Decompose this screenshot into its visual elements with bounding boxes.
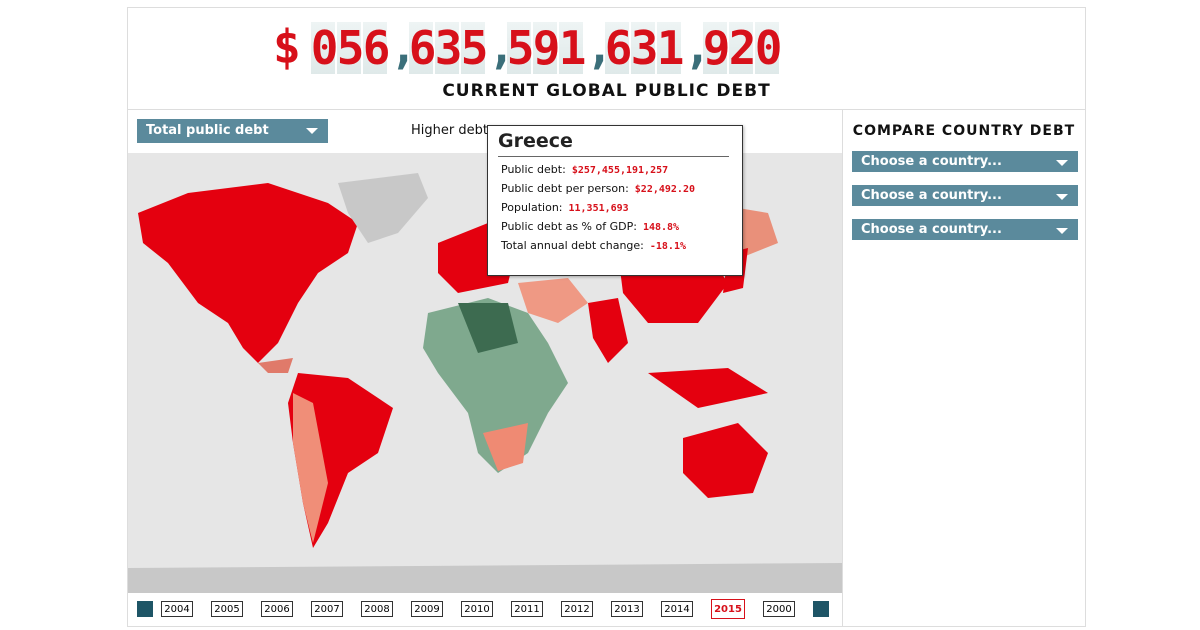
tooltip-row: Public debt per person: $22,492.20 bbox=[501, 182, 742, 195]
row-label: Total annual debt change: bbox=[501, 239, 644, 252]
row-label: Public debt per person: bbox=[501, 182, 629, 195]
measure-dropdown[interactable]: Total public debt bbox=[137, 119, 328, 143]
indonesia bbox=[648, 368, 768, 408]
digit: 0 bbox=[754, 21, 783, 75]
year-button[interactable]: 2014 bbox=[661, 601, 693, 617]
tooltip-country: Greece bbox=[498, 130, 573, 152]
year-button[interactable]: 2012 bbox=[561, 601, 593, 617]
row-value: 11,351,693 bbox=[568, 203, 629, 214]
digit: 6 bbox=[408, 21, 437, 75]
country-dropdown[interactable]: Choose a country... bbox=[852, 219, 1078, 240]
antarctica bbox=[128, 563, 842, 593]
compare-title: COMPARE COUNTRY DEBT bbox=[852, 123, 1076, 139]
digit: 3 bbox=[630, 21, 659, 75]
tooltip-row: Population: 11,351,693 bbox=[501, 201, 742, 214]
map-panel: Total public debt Higher debt Greece P bbox=[128, 110, 843, 626]
year-button[interactable]: 2011 bbox=[511, 601, 543, 617]
row-value: -18.1% bbox=[649, 241, 686, 252]
year-button[interactable]: 2010 bbox=[461, 601, 493, 617]
digit: 5 bbox=[506, 21, 535, 75]
central-america bbox=[258, 358, 293, 373]
greenland bbox=[338, 173, 428, 243]
tooltip-row: Public debt: $257,455,191,257 bbox=[501, 163, 742, 176]
digit: 2 bbox=[728, 21, 757, 75]
row-label: Public debt: bbox=[501, 163, 566, 176]
year-button[interactable]: 2006 bbox=[261, 601, 293, 617]
next-arrow[interactable] bbox=[813, 601, 829, 617]
australia bbox=[683, 423, 768, 498]
india bbox=[588, 298, 628, 363]
year-button[interactable]: 2008 bbox=[361, 601, 393, 617]
row-value: 148.8% bbox=[642, 222, 680, 233]
digit: 9 bbox=[702, 21, 731, 75]
digit: 0 bbox=[310, 21, 339, 75]
digit: 1 bbox=[656, 21, 685, 75]
year-button[interactable]: 2009 bbox=[411, 601, 443, 617]
tooltip-row: Public debt as % of GDP: 148.8% bbox=[501, 220, 742, 233]
north-africa bbox=[458, 303, 518, 353]
country-dropdown[interactable]: Choose a country... bbox=[852, 151, 1078, 172]
digit: 6 bbox=[604, 21, 633, 75]
digit: 3 bbox=[434, 21, 463, 75]
legend-high: Higher debt bbox=[411, 123, 488, 138]
digit: 6 bbox=[362, 21, 391, 75]
digit: 9 bbox=[532, 21, 561, 75]
row-value: $257,455,191,257 bbox=[571, 165, 669, 176]
separator: , bbox=[487, 20, 516, 74]
digit: 5 bbox=[336, 21, 365, 75]
year-button[interactable]: 2004 bbox=[161, 601, 193, 617]
digit: 5 bbox=[460, 21, 489, 75]
tooltip: Greece Public debt: $257,455,191,257 Publi… bbox=[487, 125, 743, 276]
timeline: 2004 2005 2006 2007 2008 2009 2010 2011 2012 2013… bbox=[137, 599, 829, 619]
year-button[interactable]: 2013 bbox=[611, 601, 643, 617]
tooltip-rule bbox=[498, 156, 729, 157]
prev-arrow[interactable] bbox=[137, 601, 153, 617]
south-africa bbox=[483, 423, 528, 471]
separator: , bbox=[389, 20, 418, 74]
separator: , bbox=[585, 20, 614, 74]
north-america bbox=[138, 183, 358, 363]
andes bbox=[293, 393, 328, 543]
row-label: Population: bbox=[501, 201, 563, 214]
currency: $ bbox=[273, 20, 301, 74]
middle-east bbox=[518, 278, 588, 323]
row-label: Public debt as % of GDP: bbox=[501, 220, 637, 233]
year-button[interactable]: 2007 bbox=[311, 601, 343, 617]
year-button[interactable]: 2015 bbox=[711, 599, 745, 619]
digit: 1 bbox=[558, 21, 587, 75]
header-title: CURRENT GLOBAL PUBLIC DEBT bbox=[442, 81, 771, 101]
africa bbox=[423, 298, 568, 473]
row-value: $22,492.20 bbox=[634, 184, 695, 195]
compare-panel: COMPARE COUNTRY DEBT Choose a country...… bbox=[843, 110, 1085, 626]
country-dropdown[interactable]: Choose a country... bbox=[852, 185, 1078, 206]
year-button[interactable]: 2005 bbox=[211, 601, 243, 617]
tooltip-row: Total annual debt change: -18.1% bbox=[501, 239, 742, 252]
year-button[interactable]: 2000 bbox=[763, 601, 795, 617]
separator: , bbox=[683, 20, 712, 74]
